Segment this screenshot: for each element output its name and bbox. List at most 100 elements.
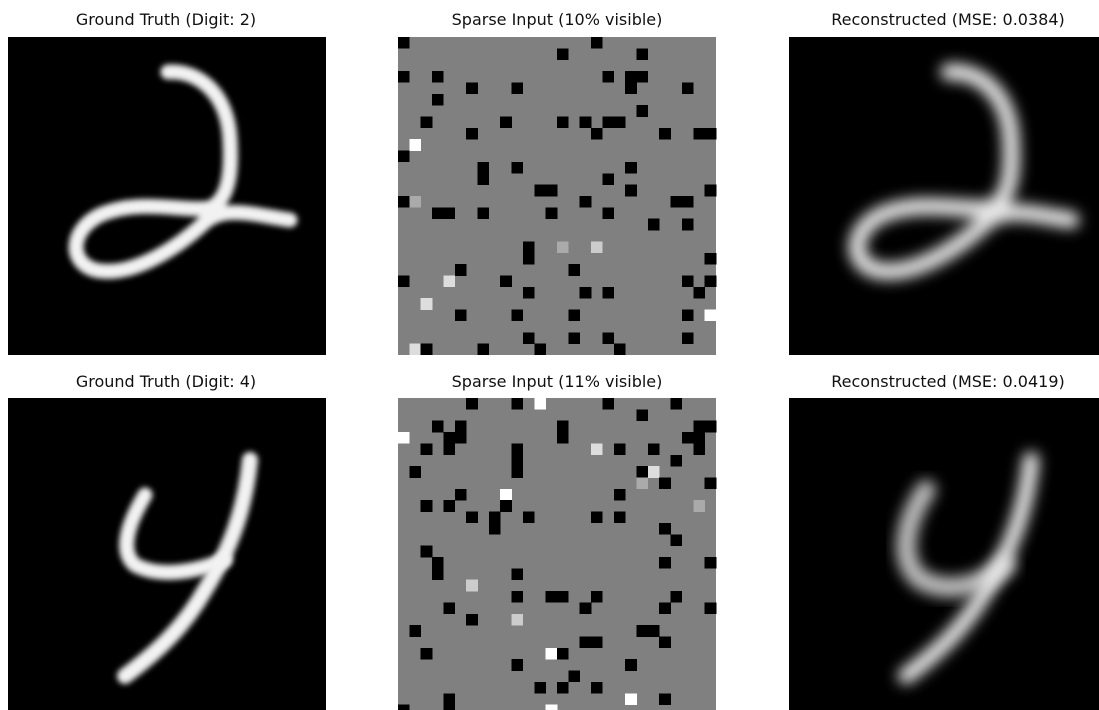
figure: Ground Truth (Digit: 2) Sparse Input (10… [0,0,1099,710]
pixel [557,432,569,444]
pixel [637,478,649,490]
pixel [512,466,524,478]
pixel [625,659,637,671]
pixel [671,455,683,467]
pixel [512,398,524,410]
pixel [466,128,478,140]
pixel [421,546,433,558]
pixel [693,128,705,140]
pixel [557,241,569,253]
pixel [659,478,671,490]
pixel [500,500,512,512]
pixel [625,162,637,174]
pixel [421,443,433,455]
pixel [614,489,626,501]
pixel [512,455,524,467]
reconstructed-image [789,37,1099,355]
pixel [466,580,478,592]
pixel [705,602,717,614]
pixel [398,276,410,288]
pixel [546,648,558,660]
pixel [557,591,569,603]
pixel [602,71,614,83]
pixel [693,443,705,455]
pixel [443,207,455,219]
pixel [682,332,694,344]
pixel [671,196,683,208]
sparse-input-image [398,398,716,710]
pixel [409,344,421,355]
pixel [614,117,626,129]
pixel [512,310,524,322]
pixel [648,443,660,455]
pixel [534,185,546,197]
pixel [546,591,558,603]
pixel [637,466,649,478]
pixel [443,602,455,614]
pixel [637,409,649,421]
pixel [671,534,683,546]
pixel [455,421,467,433]
pixel [705,478,717,490]
pixel [546,185,558,197]
pixel [466,398,478,410]
pixel [409,466,421,478]
pixel [602,287,614,299]
pixel [500,489,512,501]
pixel [455,264,467,276]
pixel [534,682,546,694]
pixel [443,693,455,705]
pixel [512,591,524,603]
pixel [580,602,592,614]
pixel [568,310,580,322]
pixel [557,648,569,660]
pixel [443,276,455,288]
pixel [648,625,660,637]
pixel [421,648,433,660]
pixel [432,568,444,580]
pixel [671,398,683,410]
pixel [705,185,717,197]
pixel [398,71,410,83]
pixel [409,196,421,208]
pixel [580,637,592,649]
pixel [625,71,637,83]
pixel [534,398,546,410]
pixel [523,332,535,344]
pixel [455,489,467,501]
pixel [523,512,535,524]
pixel [455,310,467,322]
pixel [705,253,717,265]
pixel [421,298,433,310]
pixel [637,71,649,83]
pixel [602,332,614,344]
pixel [591,682,603,694]
pixel [637,105,649,117]
pixel [443,705,455,710]
pixel [409,139,421,151]
pixel [659,557,671,569]
pixel [568,671,580,683]
pixel [443,443,455,455]
pixel [398,705,410,710]
pixel [602,173,614,185]
pixel [693,432,705,444]
pixel [614,512,626,524]
pixel [682,432,694,444]
panel-title: Reconstructed (MSE: 0.0419) [831,372,1064,391]
pixel [591,591,603,603]
pixel [466,512,478,524]
pixel [512,659,524,671]
pixel [637,625,649,637]
pixel [705,557,717,569]
pixel [682,82,694,94]
pixel [432,94,444,106]
pixel [523,287,535,299]
pixel [455,432,467,444]
panel-title: Ground Truth (Digit: 4) [76,372,256,391]
pixel [523,241,535,253]
pixel [421,500,433,512]
pixel [478,344,490,355]
pixel [580,117,592,129]
pixel [557,682,569,694]
